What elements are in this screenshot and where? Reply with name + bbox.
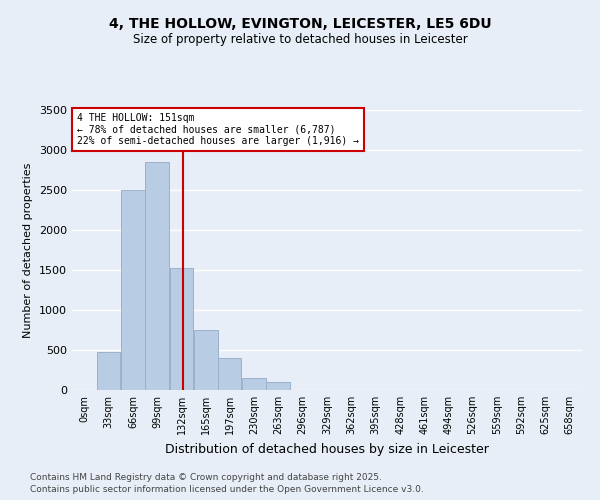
Y-axis label: Number of detached properties: Number of detached properties <box>23 162 34 338</box>
Bar <box>242 378 266 390</box>
Text: Contains HM Land Registry data © Crown copyright and database right 2025.: Contains HM Land Registry data © Crown c… <box>30 472 382 482</box>
Bar <box>266 382 290 390</box>
Bar <box>170 268 193 390</box>
Bar <box>97 352 121 390</box>
Bar <box>145 162 169 390</box>
X-axis label: Distribution of detached houses by size in Leicester: Distribution of detached houses by size … <box>165 442 489 456</box>
Bar <box>218 358 241 390</box>
Bar <box>121 190 145 390</box>
Text: 4 THE HOLLOW: 151sqm
← 78% of detached houses are smaller (6,787)
22% of semi-de: 4 THE HOLLOW: 151sqm ← 78% of detached h… <box>77 113 359 146</box>
Text: 4, THE HOLLOW, EVINGTON, LEICESTER, LE5 6DU: 4, THE HOLLOW, EVINGTON, LEICESTER, LE5 … <box>109 18 491 32</box>
Text: Size of property relative to detached houses in Leicester: Size of property relative to detached ho… <box>133 32 467 46</box>
Bar <box>194 330 218 390</box>
Text: Contains public sector information licensed under the Open Government Licence v3: Contains public sector information licen… <box>30 485 424 494</box>
